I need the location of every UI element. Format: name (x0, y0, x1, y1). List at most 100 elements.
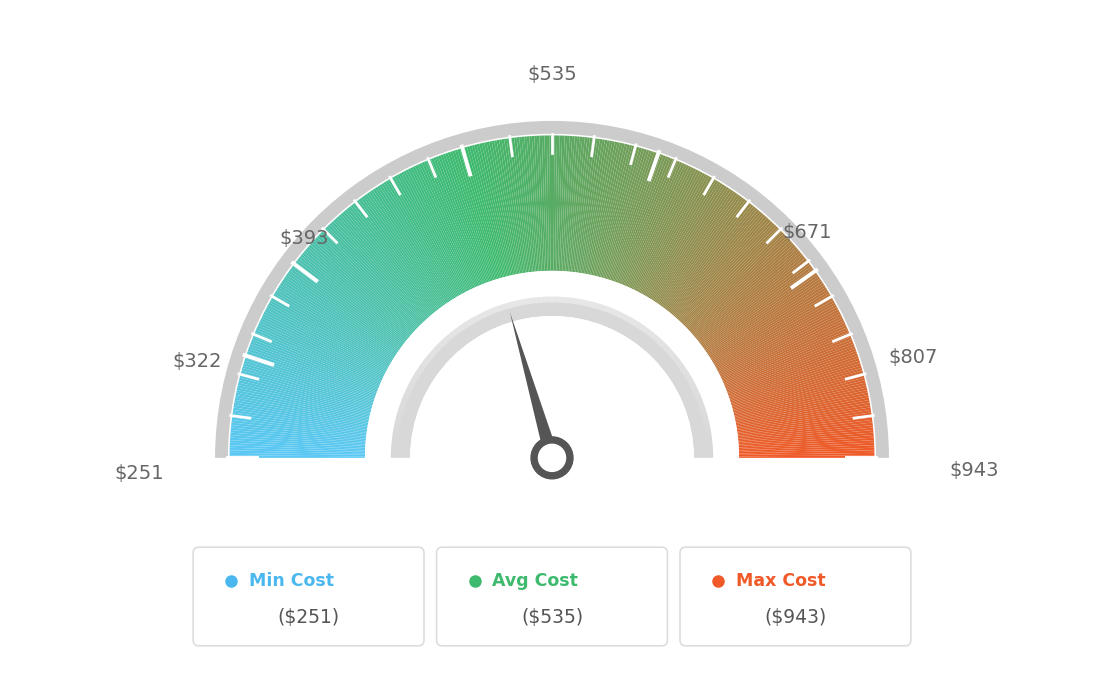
Wedge shape (587, 301, 593, 308)
Wedge shape (481, 311, 488, 318)
Wedge shape (335, 217, 427, 319)
Wedge shape (243, 363, 373, 404)
Wedge shape (230, 437, 365, 448)
Wedge shape (570, 297, 575, 304)
Wedge shape (677, 362, 684, 368)
Wedge shape (341, 213, 431, 317)
Wedge shape (692, 245, 796, 335)
Wedge shape (367, 193, 446, 305)
Wedge shape (574, 298, 580, 305)
Wedge shape (731, 366, 861, 406)
Wedge shape (537, 136, 544, 271)
Wedge shape (711, 287, 827, 360)
Wedge shape (394, 419, 401, 424)
Wedge shape (440, 155, 489, 282)
Wedge shape (405, 170, 468, 291)
Text: $943: $943 (949, 461, 999, 480)
Wedge shape (668, 205, 754, 312)
Wedge shape (725, 339, 852, 391)
Wedge shape (737, 413, 871, 433)
Wedge shape (317, 235, 416, 330)
Wedge shape (726, 342, 853, 392)
Wedge shape (614, 154, 661, 282)
Wedge shape (624, 160, 678, 286)
Wedge shape (240, 377, 371, 413)
Wedge shape (560, 136, 567, 271)
Wedge shape (709, 281, 822, 357)
Wedge shape (636, 170, 699, 291)
Wedge shape (395, 415, 402, 420)
Wedge shape (631, 319, 638, 326)
Wedge shape (583, 299, 588, 306)
Wedge shape (656, 190, 733, 303)
Wedge shape (734, 382, 867, 415)
Wedge shape (445, 152, 491, 282)
Wedge shape (669, 206, 755, 313)
Wedge shape (288, 270, 400, 351)
Wedge shape (296, 260, 404, 344)
Wedge shape (645, 178, 714, 296)
Wedge shape (378, 186, 452, 301)
Wedge shape (425, 355, 433, 362)
Wedge shape (620, 158, 673, 284)
Wedge shape (532, 136, 542, 271)
Wedge shape (553, 135, 558, 271)
Wedge shape (602, 147, 639, 278)
Wedge shape (643, 175, 710, 295)
Wedge shape (662, 197, 744, 308)
Wedge shape (235, 397, 369, 424)
Wedge shape (287, 273, 399, 351)
Wedge shape (682, 226, 778, 324)
Wedge shape (475, 144, 508, 277)
Wedge shape (231, 425, 365, 440)
Wedge shape (720, 314, 841, 375)
Wedge shape (231, 422, 367, 439)
Wedge shape (437, 341, 445, 348)
Wedge shape (701, 264, 811, 347)
Wedge shape (716, 305, 837, 371)
Wedge shape (393, 428, 400, 433)
Wedge shape (407, 168, 469, 290)
Wedge shape (399, 406, 405, 412)
Wedge shape (243, 366, 373, 406)
Wedge shape (231, 435, 365, 446)
Wedge shape (724, 335, 851, 388)
Wedge shape (688, 237, 788, 331)
Wedge shape (670, 208, 757, 314)
Wedge shape (729, 353, 858, 399)
Wedge shape (659, 341, 667, 348)
Wedge shape (542, 135, 548, 271)
Wedge shape (690, 241, 793, 333)
Wedge shape (277, 287, 393, 360)
Wedge shape (603, 148, 641, 278)
Wedge shape (644, 177, 712, 295)
Wedge shape (516, 299, 521, 306)
Wedge shape (739, 440, 874, 449)
Wedge shape (647, 180, 719, 297)
Wedge shape (561, 297, 565, 303)
Wedge shape (656, 338, 664, 346)
Wedge shape (635, 168, 697, 290)
Wedge shape (737, 420, 872, 437)
Wedge shape (495, 140, 520, 274)
Wedge shape (261, 318, 383, 378)
Wedge shape (664, 199, 745, 308)
Wedge shape (604, 306, 609, 313)
Wedge shape (328, 224, 423, 324)
Wedge shape (457, 149, 498, 279)
Wedge shape (593, 144, 625, 276)
Wedge shape (668, 351, 676, 358)
Wedge shape (339, 215, 429, 317)
Wedge shape (436, 156, 486, 284)
Wedge shape (310, 243, 413, 334)
Wedge shape (250, 344, 378, 393)
Wedge shape (232, 420, 367, 437)
Wedge shape (369, 191, 447, 304)
Wedge shape (529, 136, 540, 271)
Polygon shape (510, 313, 559, 460)
Wedge shape (654, 187, 729, 302)
Wedge shape (293, 264, 403, 347)
Wedge shape (606, 149, 647, 279)
Wedge shape (700, 260, 808, 344)
Wedge shape (517, 137, 533, 272)
